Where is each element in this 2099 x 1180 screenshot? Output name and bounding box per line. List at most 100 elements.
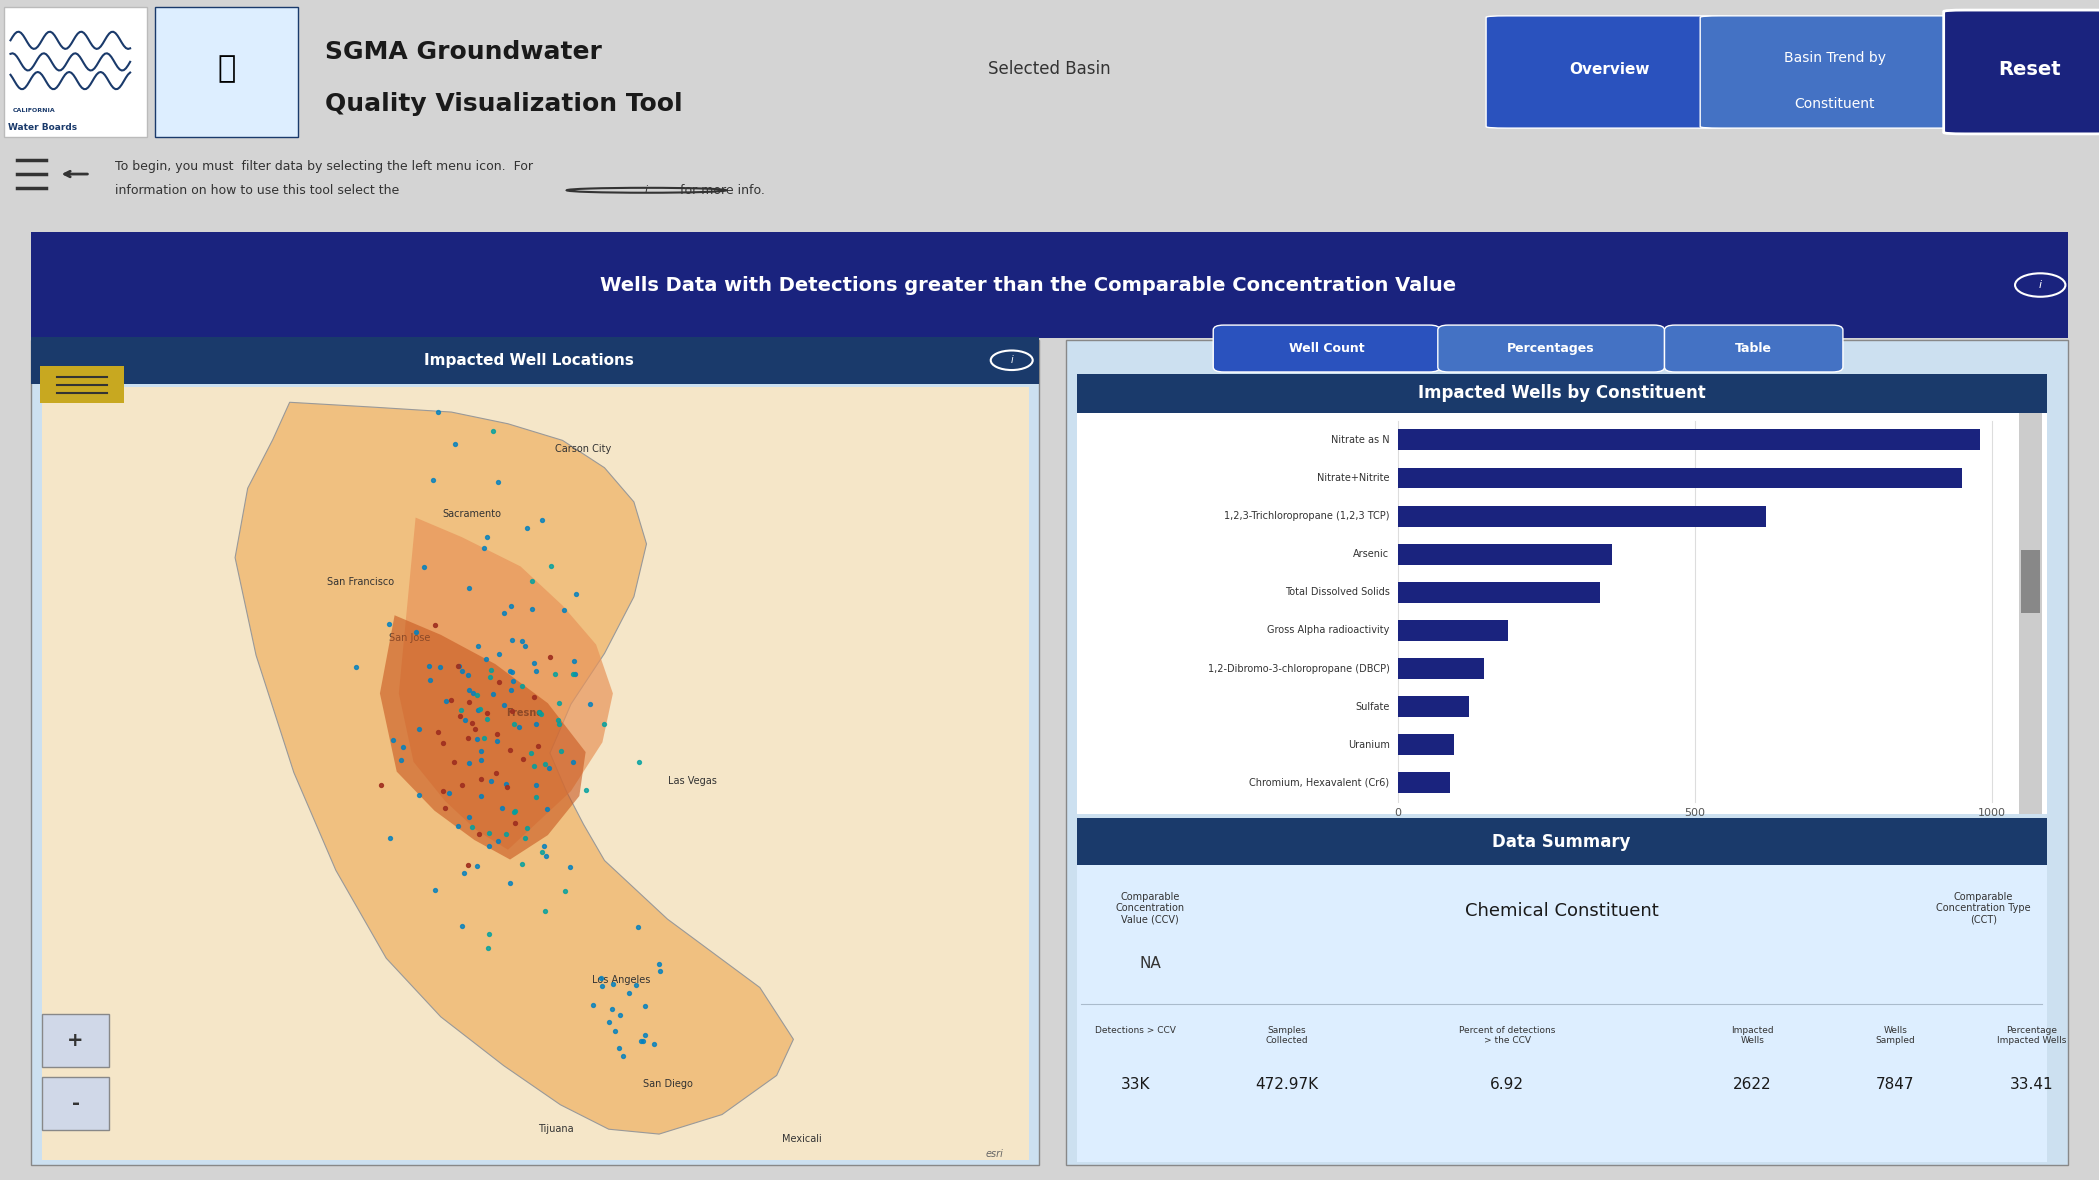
Point — [510, 819, 544, 838]
Text: Carson City: Carson City — [556, 444, 611, 454]
Text: -: - — [71, 1094, 80, 1113]
Text: San Francisco: San Francisco — [327, 577, 395, 588]
Text: information on how to use this tool select the: information on how to use this tool sele… — [115, 184, 399, 197]
Text: Comparable
Concentration Type
(CCT): Comparable Concentration Type (CCT) — [1935, 892, 2032, 925]
Point — [363, 775, 397, 794]
Point — [451, 808, 485, 827]
Point — [621, 918, 655, 937]
Text: Percentages: Percentages — [1507, 342, 1595, 355]
Point — [428, 798, 462, 817]
FancyBboxPatch shape — [31, 232, 2068, 337]
Point — [497, 802, 531, 821]
Point — [495, 662, 529, 681]
FancyBboxPatch shape — [42, 1077, 109, 1130]
Text: +: + — [67, 1031, 84, 1050]
Point — [527, 754, 560, 773]
Point — [451, 578, 485, 597]
Point — [472, 824, 506, 843]
Point — [455, 818, 489, 837]
FancyBboxPatch shape — [1077, 374, 2047, 413]
Point — [399, 623, 432, 642]
Point — [455, 683, 489, 702]
Point — [497, 813, 531, 832]
Point — [628, 997, 661, 1016]
Text: 6.92: 6.92 — [1490, 1077, 1524, 1092]
Point — [491, 778, 525, 796]
Polygon shape — [380, 615, 586, 859]
Point — [481, 725, 514, 743]
Point — [483, 644, 516, 663]
Point — [556, 666, 590, 684]
Text: Uranium: Uranium — [1348, 740, 1390, 749]
Point — [628, 1027, 661, 1045]
Point — [558, 584, 592, 603]
Point — [462, 701, 495, 720]
Point — [644, 962, 678, 981]
Text: Nitrate as N: Nitrate as N — [1331, 435, 1390, 445]
Point — [447, 710, 481, 729]
Point — [506, 856, 539, 874]
Point — [455, 714, 489, 733]
Polygon shape — [235, 402, 793, 1134]
Point — [642, 955, 676, 974]
Point — [602, 1038, 636, 1057]
Point — [508, 636, 542, 655]
Text: Gross Alpha radioactivity: Gross Alpha radioactivity — [1268, 625, 1390, 635]
Point — [451, 666, 485, 684]
Point — [502, 717, 535, 736]
Point — [607, 1047, 640, 1066]
Point — [372, 615, 405, 634]
Point — [464, 787, 497, 806]
Text: Nitrate+Nitrite: Nitrate+Nitrite — [1316, 473, 1390, 483]
Text: CALIFORNIA: CALIFORNIA — [13, 109, 55, 113]
Point — [445, 775, 479, 794]
Point — [495, 702, 529, 721]
Point — [584, 969, 617, 988]
Text: 1000: 1000 — [1977, 808, 2007, 818]
Point — [602, 1005, 636, 1024]
Point — [487, 696, 521, 715]
FancyBboxPatch shape — [1398, 620, 1507, 641]
Point — [470, 527, 504, 546]
Point — [470, 710, 504, 729]
Point — [554, 858, 588, 877]
Point — [495, 630, 529, 649]
Text: Reset: Reset — [1998, 60, 2061, 79]
Text: Percent of detections
> the CCV: Percent of detections > the CCV — [1459, 1025, 1555, 1045]
Point — [521, 775, 554, 794]
FancyBboxPatch shape — [1077, 413, 2047, 814]
Point — [514, 743, 548, 762]
Text: i: i — [644, 185, 649, 195]
Point — [516, 654, 550, 673]
Point — [518, 661, 552, 680]
FancyBboxPatch shape — [1486, 15, 1734, 129]
Text: NA: NA — [1140, 956, 1161, 971]
Point — [493, 596, 527, 615]
Point — [426, 734, 460, 753]
Point — [424, 657, 458, 676]
Text: for more info.: for more info. — [680, 184, 764, 197]
FancyBboxPatch shape — [1398, 505, 1765, 526]
Point — [535, 557, 569, 576]
Point — [445, 701, 479, 720]
Text: 33.41: 33.41 — [2011, 1077, 2053, 1092]
Point — [483, 673, 516, 691]
Point — [439, 435, 472, 454]
Point — [516, 688, 550, 707]
Point — [531, 800, 565, 819]
Point — [586, 976, 619, 995]
Text: Impacted Well Locations: Impacted Well Locations — [424, 353, 634, 368]
Point — [516, 756, 550, 775]
Point — [500, 801, 533, 820]
FancyBboxPatch shape — [1398, 582, 1599, 603]
Point — [613, 983, 646, 1002]
Text: Well Count: Well Count — [1289, 342, 1364, 355]
Point — [493, 873, 527, 892]
Text: Wells
Sampled: Wells Sampled — [1877, 1025, 1914, 1045]
FancyBboxPatch shape — [1398, 430, 1979, 451]
FancyBboxPatch shape — [4, 7, 147, 137]
Point — [493, 740, 527, 759]
Text: Quality Visualization Tool: Quality Visualization Tool — [325, 92, 682, 116]
Point — [470, 938, 504, 957]
Point — [460, 857, 493, 876]
